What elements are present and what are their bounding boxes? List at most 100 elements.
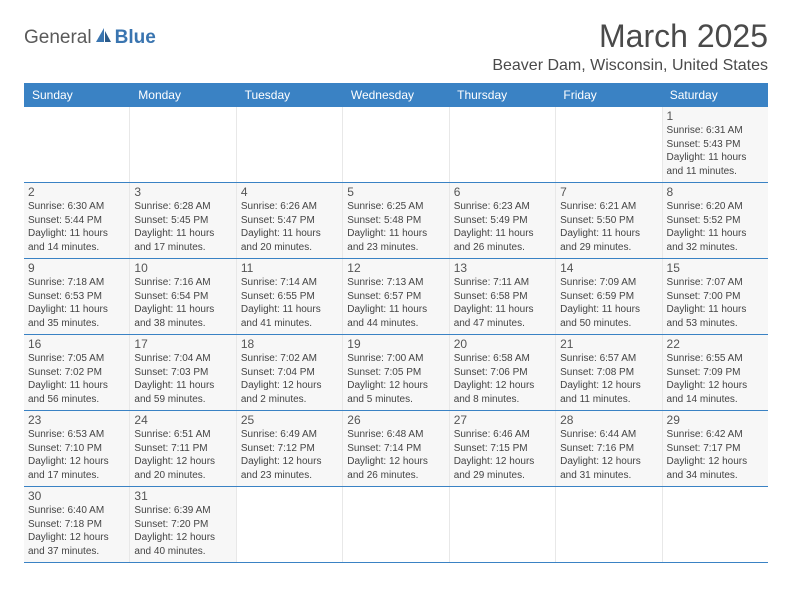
day-info-line: Sunset: 7:03 PM: [134, 366, 231, 380]
day-info-line: Sunrise: 7:11 AM: [454, 276, 551, 290]
day-info-line: Sunrise: 6:25 AM: [347, 200, 444, 214]
day-info-line: and 23 minutes.: [241, 469, 338, 483]
day-info-line: and 2 minutes.: [241, 393, 338, 407]
day-info-line: Daylight: 11 hours: [134, 227, 231, 241]
day-info-line: Sunrise: 6:23 AM: [454, 200, 551, 214]
day-info-line: Sunrise: 6:28 AM: [134, 200, 231, 214]
day-info-line: Sunset: 5:49 PM: [454, 214, 551, 228]
day-info-line: Sunset: 5:44 PM: [28, 214, 125, 228]
day-info-line: and 59 minutes.: [134, 393, 231, 407]
day-info-line: Sunrise: 7:14 AM: [241, 276, 338, 290]
day-info: Sunrise: 7:05 AMSunset: 7:02 PMDaylight:…: [28, 352, 125, 406]
day-info-line: Sunset: 5:50 PM: [560, 214, 657, 228]
day-info-line: Daylight: 11 hours: [28, 379, 125, 393]
day-info: Sunrise: 6:44 AMSunset: 7:16 PMDaylight:…: [560, 428, 657, 482]
day-number: 19: [347, 337, 444, 351]
day-info-line: Sunset: 7:10 PM: [28, 442, 125, 456]
day-cell: 19Sunrise: 7:00 AMSunset: 7:05 PMDayligh…: [343, 335, 449, 410]
day-info-line: and 14 minutes.: [667, 393, 764, 407]
day-number: 27: [454, 413, 551, 427]
day-info-line: and 32 minutes.: [667, 241, 764, 255]
day-cell-empty: [237, 107, 343, 182]
day-info-line: Daylight: 12 hours: [134, 455, 231, 469]
day-info-line: Daylight: 11 hours: [28, 227, 125, 241]
day-info: Sunrise: 6:46 AMSunset: 7:15 PMDaylight:…: [454, 428, 551, 482]
day-info-line: Daylight: 11 hours: [347, 227, 444, 241]
week-row: 23Sunrise: 6:53 AMSunset: 7:10 PMDayligh…: [24, 411, 768, 487]
day-info-line: Sunset: 7:14 PM: [347, 442, 444, 456]
day-cell: 12Sunrise: 7:13 AMSunset: 6:57 PMDayligh…: [343, 259, 449, 334]
day-info-line: Sunrise: 6:20 AM: [667, 200, 764, 214]
day-cell: 18Sunrise: 7:02 AMSunset: 7:04 PMDayligh…: [237, 335, 343, 410]
day-info-line: Sunrise: 6:49 AM: [241, 428, 338, 442]
day-number: 31: [134, 489, 231, 503]
day-cell: 14Sunrise: 7:09 AMSunset: 6:59 PMDayligh…: [556, 259, 662, 334]
day-number: 26: [347, 413, 444, 427]
month-title: March 2025: [492, 18, 768, 55]
day-info-line: and 31 minutes.: [560, 469, 657, 483]
day-info-line: Daylight: 12 hours: [28, 531, 125, 545]
day-cell: 10Sunrise: 7:16 AMSunset: 6:54 PMDayligh…: [130, 259, 236, 334]
day-info-line: Daylight: 12 hours: [28, 455, 125, 469]
day-info-line: Daylight: 12 hours: [241, 379, 338, 393]
logo-text-2: Blue: [115, 27, 156, 49]
day-info-line: Sunrise: 7:07 AM: [667, 276, 764, 290]
day-info: Sunrise: 6:55 AMSunset: 7:09 PMDaylight:…: [667, 352, 764, 406]
day-info: Sunrise: 6:39 AMSunset: 7:20 PMDaylight:…: [134, 504, 231, 558]
day-cell: 23Sunrise: 6:53 AMSunset: 7:10 PMDayligh…: [24, 411, 130, 486]
day-cell: 20Sunrise: 6:58 AMSunset: 7:06 PMDayligh…: [450, 335, 556, 410]
day-info-line: Sunset: 5:45 PM: [134, 214, 231, 228]
day-number: 3: [134, 185, 231, 199]
day-number: 21: [560, 337, 657, 351]
day-info-line: Sunrise: 6:51 AM: [134, 428, 231, 442]
day-cell: 31Sunrise: 6:39 AMSunset: 7:20 PMDayligh…: [130, 487, 236, 562]
day-info-line: Sunrise: 7:02 AM: [241, 352, 338, 366]
day-number: 4: [241, 185, 338, 199]
day-info-line: Daylight: 12 hours: [560, 379, 657, 393]
day-cell: 17Sunrise: 7:04 AMSunset: 7:03 PMDayligh…: [130, 335, 236, 410]
day-info-line: Sunrise: 6:39 AM: [134, 504, 231, 518]
day-info-line: Sunset: 7:04 PM: [241, 366, 338, 380]
day-info-line: Daylight: 12 hours: [454, 455, 551, 469]
day-info: Sunrise: 7:07 AMSunset: 7:00 PMDaylight:…: [667, 276, 764, 330]
day-cell: 27Sunrise: 6:46 AMSunset: 7:15 PMDayligh…: [450, 411, 556, 486]
day-cell: 28Sunrise: 6:44 AMSunset: 7:16 PMDayligh…: [556, 411, 662, 486]
weekday-header: Thursday: [449, 83, 555, 107]
day-cell-empty: [663, 487, 768, 562]
day-info-line: Sunset: 6:59 PM: [560, 290, 657, 304]
day-info-line: Daylight: 12 hours: [347, 455, 444, 469]
day-info-line: Sunset: 5:47 PM: [241, 214, 338, 228]
day-info-line: Daylight: 11 hours: [241, 227, 338, 241]
day-info-line: Sunset: 6:54 PM: [134, 290, 231, 304]
day-cell: 26Sunrise: 6:48 AMSunset: 7:14 PMDayligh…: [343, 411, 449, 486]
day-info: Sunrise: 6:20 AMSunset: 5:52 PMDaylight:…: [667, 200, 764, 254]
day-cell-empty: [343, 107, 449, 182]
day-number: 30: [28, 489, 125, 503]
weekday-header: Friday: [555, 83, 661, 107]
day-info-line: Sunrise: 6:53 AM: [28, 428, 125, 442]
day-info-line: Sunset: 7:15 PM: [454, 442, 551, 456]
weekday-header-row: SundayMondayTuesdayWednesdayThursdayFrid…: [24, 83, 768, 107]
day-info-line: Sunrise: 6:31 AM: [667, 124, 764, 138]
day-info-line: Sunset: 7:20 PM: [134, 518, 231, 532]
day-cell: 2Sunrise: 6:30 AMSunset: 5:44 PMDaylight…: [24, 183, 130, 258]
day-number: 2: [28, 185, 125, 199]
day-info-line: Daylight: 11 hours: [454, 303, 551, 317]
day-info-line: Sunset: 7:05 PM: [347, 366, 444, 380]
day-info-line: and 41 minutes.: [241, 317, 338, 331]
day-info-line: Sunset: 7:08 PM: [560, 366, 657, 380]
day-info-line: Daylight: 12 hours: [667, 455, 764, 469]
day-info-line: and 26 minutes.: [347, 469, 444, 483]
day-info-line: Daylight: 11 hours: [28, 303, 125, 317]
day-info-line: Daylight: 11 hours: [560, 303, 657, 317]
day-cell: 8Sunrise: 6:20 AMSunset: 5:52 PMDaylight…: [663, 183, 768, 258]
sail-icon: [94, 26, 114, 49]
day-info: Sunrise: 6:58 AMSunset: 7:06 PMDaylight:…: [454, 352, 551, 406]
day-info: Sunrise: 6:51 AMSunset: 7:11 PMDaylight:…: [134, 428, 231, 482]
day-info: Sunrise: 7:09 AMSunset: 6:59 PMDaylight:…: [560, 276, 657, 330]
day-cell-empty: [24, 107, 130, 182]
day-info: Sunrise: 6:30 AMSunset: 5:44 PMDaylight:…: [28, 200, 125, 254]
day-info: Sunrise: 6:23 AMSunset: 5:49 PMDaylight:…: [454, 200, 551, 254]
day-info-line: Sunrise: 7:18 AM: [28, 276, 125, 290]
day-info-line: Sunset: 5:48 PM: [347, 214, 444, 228]
